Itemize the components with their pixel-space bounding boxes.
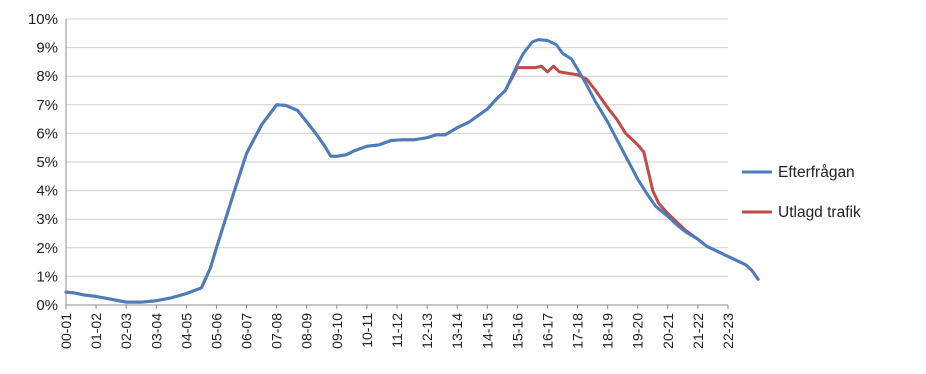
x-tick-label: 03-04 <box>148 313 164 349</box>
x-tick-label: 18-19 <box>600 313 616 349</box>
y-tick-label: 3% <box>36 211 58 228</box>
x-tick-label: 08-09 <box>299 313 315 349</box>
gridlines <box>66 18 728 306</box>
x-tick-label: 19-20 <box>630 313 646 349</box>
x-tick-label: 13-14 <box>449 313 465 349</box>
x-tick-label: 00-01 <box>58 313 74 349</box>
y-tick-label: 8% <box>36 68 58 85</box>
x-tick-label: 09-10 <box>329 313 345 349</box>
axes: 0% 1% 2% 3% 4% 5% 6% 7% 8% 9% 10% 00-01 01-02 02-03 03… <box>28 11 736 349</box>
x-tick-label: 04-05 <box>178 313 194 349</box>
y-tick-label: 4% <box>36 183 58 200</box>
x-tick-label: 17-18 <box>570 313 586 349</box>
series-line-efterfr-gan <box>64 38 760 304</box>
y-tick-label: 1% <box>36 268 58 285</box>
legend-label: Efterfrågan <box>778 164 855 181</box>
series-line-utlagd-trafik <box>64 64 760 304</box>
series-lines <box>64 38 760 304</box>
x-tick-label: 10-11 <box>359 313 375 348</box>
y-tick-label: 9% <box>36 40 58 57</box>
x-tick-label: 21-22 <box>690 313 706 349</box>
x-tick-label: 14-15 <box>479 313 495 349</box>
x-tick-label: 06-07 <box>239 313 255 349</box>
x-tick-label: 22-23 <box>720 313 736 349</box>
y-tick-label: 6% <box>36 125 58 142</box>
x-tick-label: 05-06 <box>208 313 224 349</box>
legend: Efterfrågan Utlagd trafik <box>742 164 861 221</box>
y-tick-label: 10% <box>28 11 58 28</box>
y-tick-label: 2% <box>36 240 58 257</box>
x-tick-label: 12-13 <box>419 313 435 349</box>
x-tick-label: 01-02 <box>88 313 104 349</box>
x-tick-label: 11-12 <box>389 313 405 348</box>
y-tick-label: 0% <box>36 297 58 314</box>
x-tick-label: 16-17 <box>539 313 555 349</box>
x-tick-label: 02-03 <box>118 313 134 349</box>
x-tick-label: 15-16 <box>509 313 525 349</box>
y-tick-label: 5% <box>36 154 58 171</box>
x-tick-label: 20-21 <box>660 313 676 349</box>
legend-label: Utlagd trafik <box>778 204 861 221</box>
y-tick-label: 7% <box>36 97 58 114</box>
x-tick-label: 07-08 <box>269 313 285 349</box>
